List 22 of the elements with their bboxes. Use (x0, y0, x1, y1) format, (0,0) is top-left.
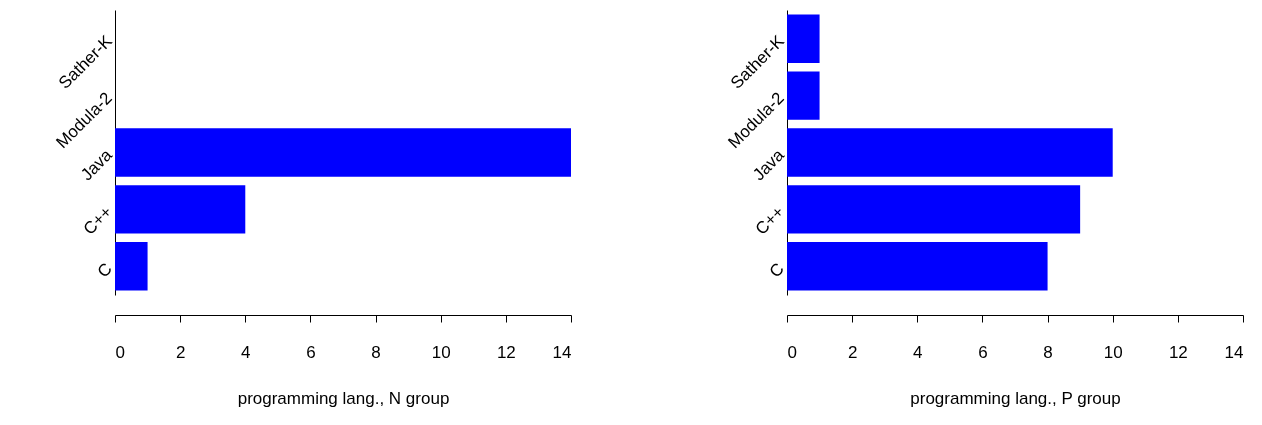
x-axis-title: programming lang., P group (910, 388, 1121, 408)
x-tick-label: 0 (787, 342, 797, 362)
x-tick-label: 2 (175, 342, 186, 362)
x-tick-label: 12 (1168, 342, 1188, 362)
x-tick-label: 14 (552, 342, 572, 362)
x-tick-label: 14 (1224, 342, 1244, 362)
x-tick-label: 10 (1103, 342, 1123, 362)
x-tick-label: 2 (847, 342, 858, 362)
x-axis-title: programming lang., N group (237, 388, 450, 408)
y-tick-label: C (93, 259, 116, 282)
y-tick-label: C++ (79, 202, 116, 239)
x-tick-label: 6 (978, 342, 988, 362)
x-tick-label: 6 (306, 342, 316, 362)
y-tick-label: C (765, 259, 788, 282)
x-tick-label: 8 (1043, 342, 1053, 362)
x-tick-label: 4 (913, 342, 923, 362)
x-tick-label: 10 (431, 342, 451, 362)
x-tick-label: 0 (115, 342, 125, 362)
x-tick-label: 4 (241, 342, 251, 362)
x-tick-label: 8 (371, 342, 381, 362)
y-tick-label: C++ (751, 202, 788, 239)
x-tick-label: 12 (496, 342, 516, 362)
